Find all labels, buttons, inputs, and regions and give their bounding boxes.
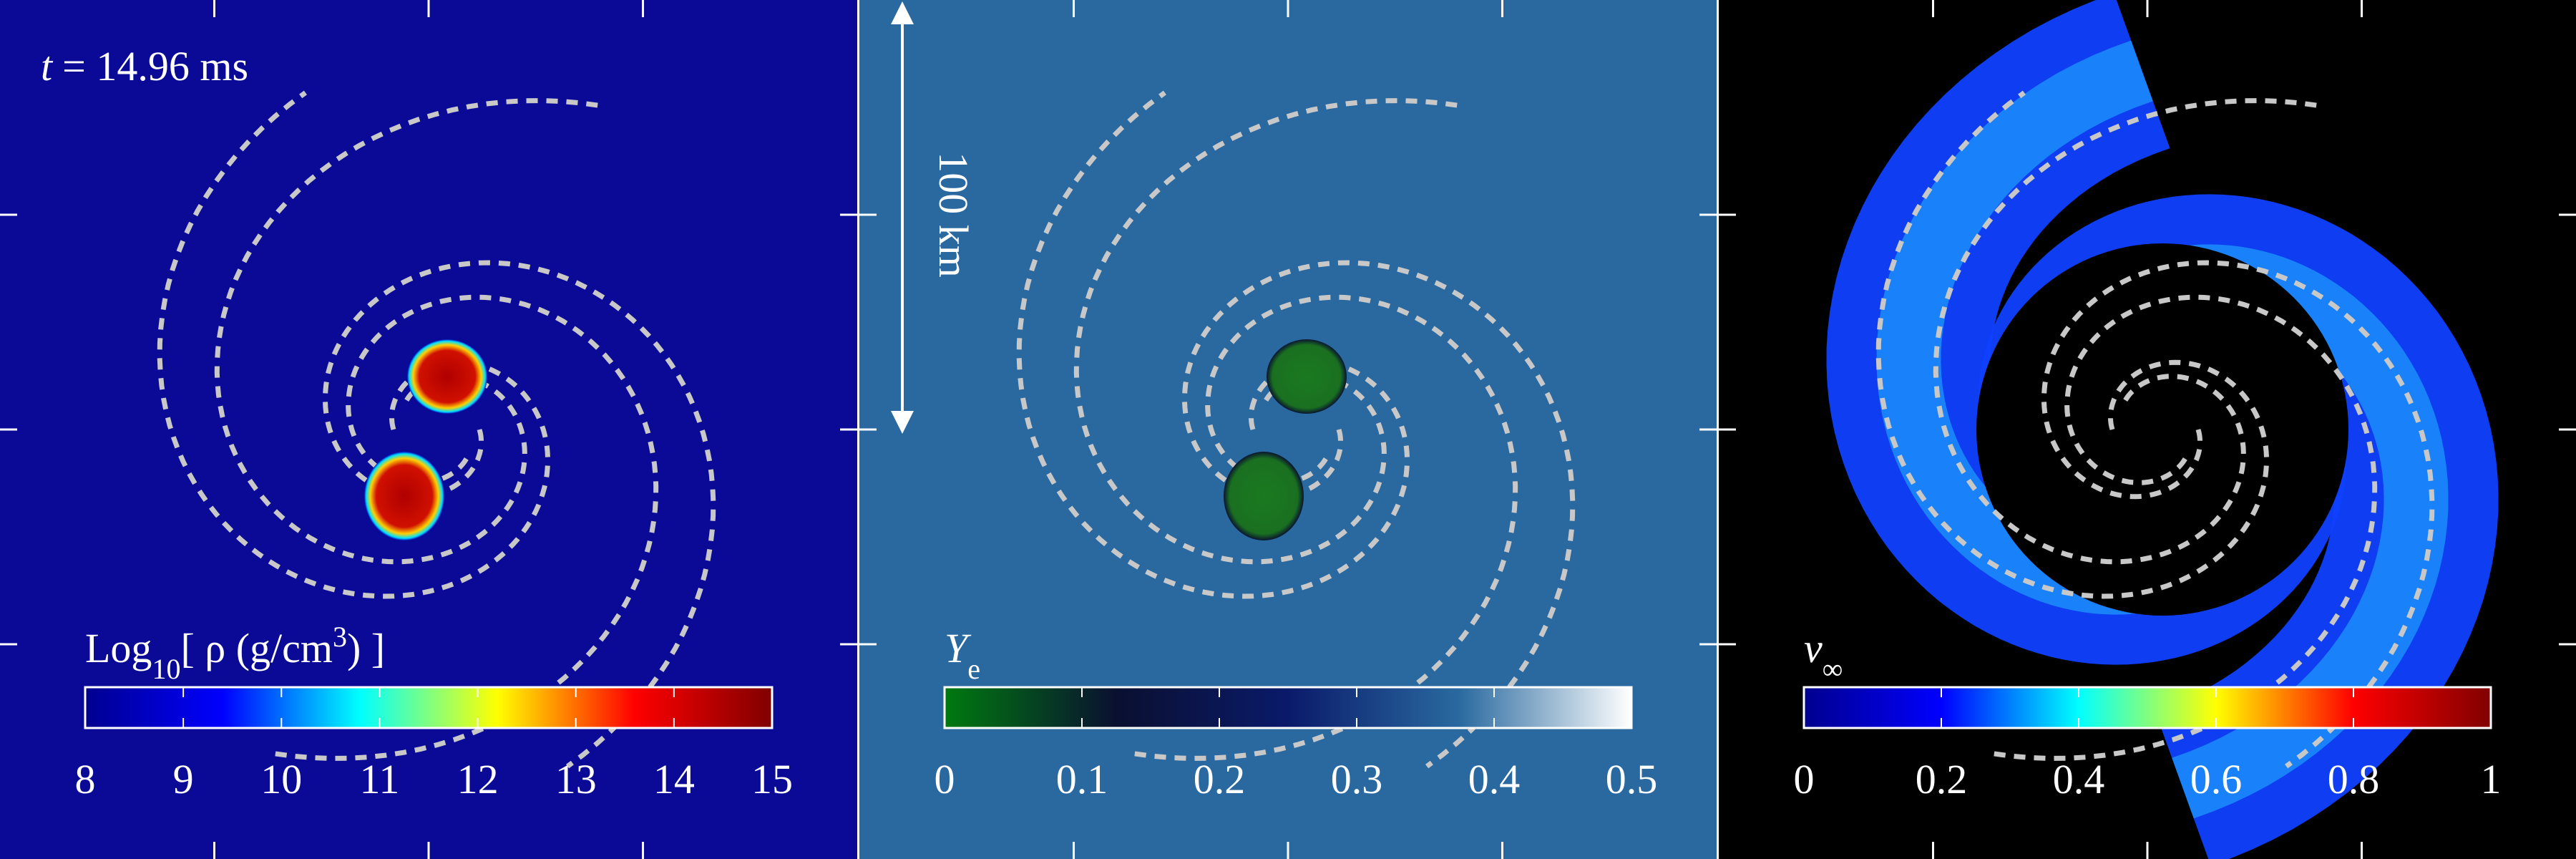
colorbar-tick-label: 0.3 — [1331, 756, 1383, 802]
panel: 100 km Ye 0 0.1 0.2 0.3 0.4 0.5 — [859, 0, 1717, 859]
colorbar-label-part: 10 — [152, 653, 180, 685]
colorbar-label-part: e — [967, 653, 980, 685]
colorbar-label-part: ) ] — [347, 625, 385, 671]
colorbar-tick-label: 0.4 — [1468, 756, 1521, 802]
dashed-contour — [2041, 260, 2435, 769]
colorbar-tick-label: 11 — [359, 756, 399, 802]
colorbar-label: Log10[ ρ (g/cm3) ] — [85, 621, 385, 685]
colorbar-tick-label: 0 — [935, 756, 955, 802]
colorbar-tick-label: 0.8 — [2328, 756, 2380, 802]
colorbar-tick-label: 0.4 — [2053, 756, 2105, 802]
panel-background — [859, 0, 1717, 859]
colorbar-label-part: Log — [85, 625, 152, 671]
colorbar-tick-label: 0.6 — [2190, 756, 2243, 802]
colorbar-tick-label: 9 — [173, 756, 194, 802]
star — [1224, 452, 1304, 540]
dashed-contour — [323, 260, 716, 769]
panel-background — [0, 0, 857, 859]
colorbar-tick-label: 0.1 — [1056, 756, 1108, 802]
dashed-contour — [1875, 90, 2269, 599]
colorbar-label: v∞ — [1804, 625, 1843, 685]
colorbar-label: Ye — [945, 625, 980, 685]
colorbar — [943, 686, 1633, 729]
inner-region — [1976, 243, 2348, 616]
colorbar — [84, 686, 774, 729]
colorbar-tick-label: 12 — [457, 756, 499, 802]
colorbar — [1802, 686, 2492, 729]
dashed-contour — [1991, 294, 2378, 762]
time-label-part: = 14.96 ms — [62, 43, 248, 89]
colorbar-tick-label: 0.5 — [1606, 756, 1658, 802]
time-label-part: t — [41, 43, 54, 89]
colorbar-tick-label: 0 — [1794, 756, 1815, 802]
colorbar-label-part: ∞ — [1823, 653, 1843, 685]
star — [364, 452, 444, 540]
colorbar-tick-label: 0.2 — [1916, 756, 1968, 802]
colorbar-label-part: [ ρ (g/cm — [180, 625, 333, 671]
dashed-contour — [1933, 97, 2319, 565]
scale-label: 100 km — [930, 152, 977, 278]
colorbar-tick-label: 10 — [260, 756, 302, 802]
dashed-contour — [1182, 260, 1576, 769]
time-label: t = 14.96 ms — [41, 43, 248, 89]
colorbar-tick-label: 8 — [75, 756, 96, 802]
colorbar-label-part: Y — [945, 625, 972, 671]
colorbar-tick-label: 15 — [751, 756, 793, 802]
colorbar-tick-label: 13 — [555, 756, 597, 802]
panel: v∞ 0 0.2 0.4 0.6 0.8 1 — [1719, 0, 2576, 859]
colorbar-tick-label: 0.2 — [1194, 756, 1246, 802]
star — [1267, 339, 1347, 414]
colorbar-tick-label: 14 — [653, 756, 695, 802]
colorbar-tick-label: 1 — [2481, 756, 2502, 802]
colorbar-label-part: v — [1804, 625, 1823, 671]
star — [407, 339, 487, 414]
colorbar-label-part: 3 — [333, 621, 347, 653]
